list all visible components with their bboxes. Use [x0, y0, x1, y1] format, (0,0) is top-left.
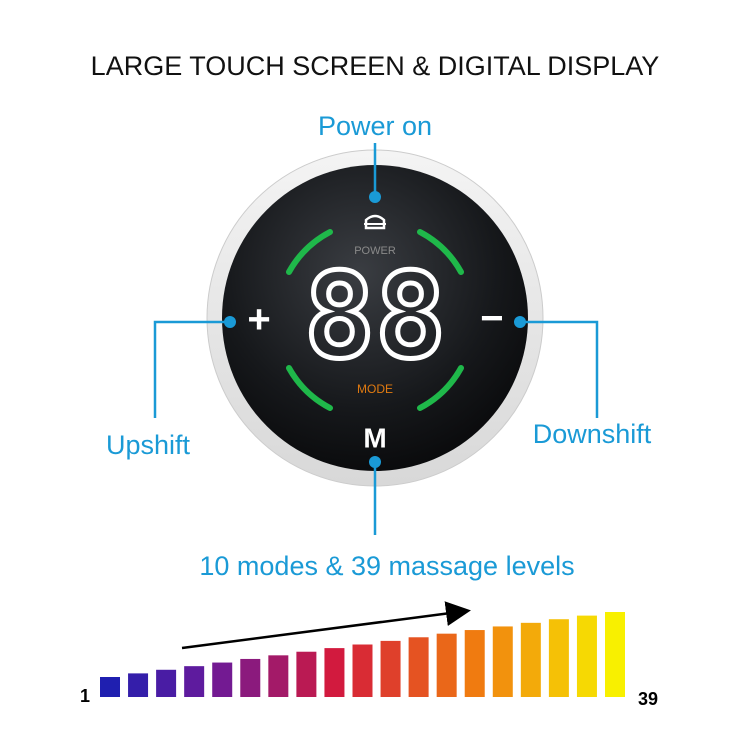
level-bar	[296, 651, 317, 697]
level-bar	[576, 615, 597, 697]
level-bar	[548, 619, 569, 697]
mode-label: MODE	[357, 382, 393, 396]
title: LARGE TOUCH SCREEN & DIGITAL DISPLAY	[91, 51, 660, 81]
callout-dot	[514, 316, 526, 328]
level-bar	[324, 648, 345, 697]
level-bar	[492, 626, 513, 697]
green-arc	[417, 229, 464, 275]
level-bar	[605, 612, 625, 697]
callout-dot	[224, 316, 236, 328]
level-bars	[100, 612, 625, 697]
plus-button[interactable]: +	[247, 298, 270, 342]
green-arc	[417, 365, 464, 411]
device-face	[222, 165, 528, 471]
level-bar	[268, 655, 289, 697]
minus-button[interactable]: −	[480, 297, 503, 341]
power-callout: Power on	[318, 111, 432, 141]
level-bar	[128, 673, 149, 697]
modes-callout: 10 modes & 39 massage levels	[199, 551, 574, 581]
power-icon[interactable]	[364, 214, 386, 230]
upshift-callout: Upshift	[106, 430, 191, 460]
level-bar	[156, 669, 177, 697]
level-bar	[352, 644, 373, 697]
downshift-callout: Downshift	[533, 419, 652, 449]
level-bar	[184, 666, 205, 697]
arrow	[181, 601, 471, 650]
level-bar	[408, 637, 429, 697]
level-bar	[212, 662, 233, 697]
callout-dot	[369, 456, 381, 468]
mode-button[interactable]: M	[363, 422, 386, 453]
min-label: 1	[80, 686, 90, 706]
callout-dot	[369, 191, 381, 203]
green-arc	[286, 365, 333, 411]
max-label: 39	[638, 689, 658, 709]
level-bar	[380, 640, 401, 697]
level-bar	[464, 630, 485, 697]
level-bar	[436, 633, 457, 697]
callout-line	[153, 320, 230, 418]
callout-line	[520, 320, 599, 418]
green-arc	[286, 229, 333, 275]
level-bar	[240, 658, 261, 697]
digits: 88	[304, 247, 446, 385]
level-bar	[520, 622, 541, 697]
level-bar	[100, 677, 120, 697]
power-label: POWER	[354, 245, 396, 257]
